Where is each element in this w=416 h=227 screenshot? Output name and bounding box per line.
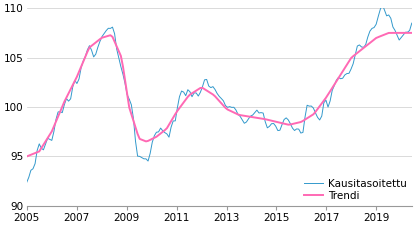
Kausitasoitettu — [208, 86, 213, 89]
Trendi — [208, 92, 213, 94]
Trendi — [411, 32, 416, 34]
Kausitasoitettu — [24, 181, 29, 184]
Kausitasoitettu — [248, 115, 253, 117]
Line: Trendi: Trendi — [27, 33, 414, 156]
Legend: Kausitasoitettu, Trendi: Kausitasoitettu, Trendi — [304, 179, 406, 201]
Kausitasoitettu — [265, 126, 270, 129]
Kausitasoitettu — [411, 20, 416, 22]
Line: Kausitasoitettu: Kausitasoitettu — [27, 5, 414, 182]
Kausitasoitettu — [382, 9, 387, 12]
Trendi — [265, 118, 270, 121]
Trendi — [380, 34, 385, 37]
Trendi — [319, 102, 324, 105]
Trendi — [248, 115, 253, 118]
Kausitasoitettu — [319, 115, 324, 117]
Kausitasoitettu — [380, 3, 385, 6]
Kausitasoitettu — [83, 55, 88, 58]
Trendi — [388, 32, 393, 34]
Trendi — [24, 155, 29, 158]
Trendi — [83, 55, 88, 58]
